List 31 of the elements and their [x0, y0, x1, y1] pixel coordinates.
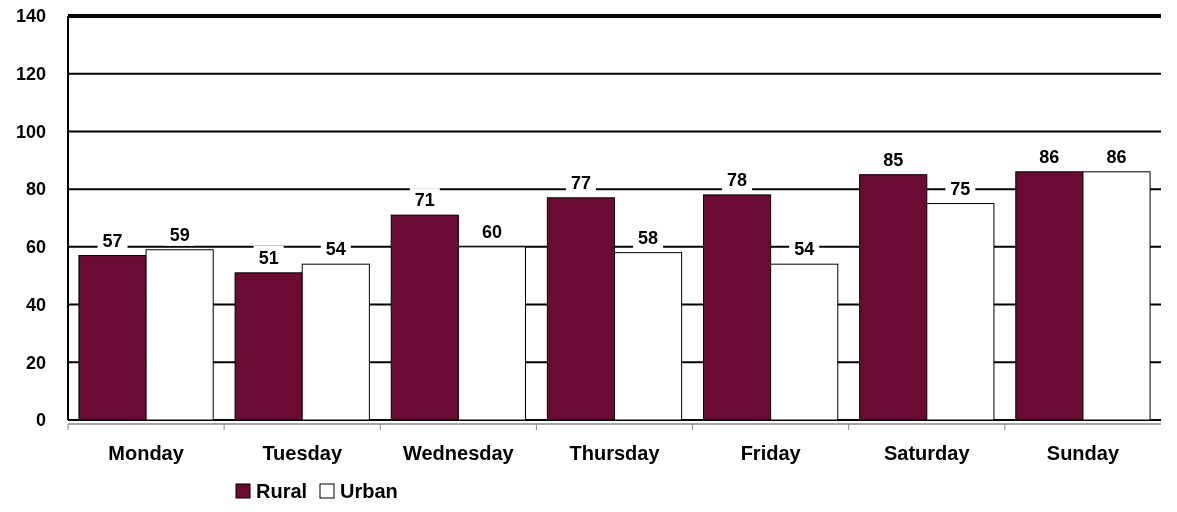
data-label: 78 — [727, 169, 748, 190]
data-label: 75 — [950, 178, 971, 199]
y-tick-label: 100 — [15, 121, 46, 142]
legend-label: Urban — [340, 480, 398, 502]
data-label: 85 — [883, 149, 904, 170]
x-tick-label: Sunday — [1046, 442, 1120, 464]
y-tick-label: 20 — [25, 352, 46, 373]
data-label: 86 — [1106, 146, 1127, 167]
data-label: 58 — [638, 227, 659, 248]
x-tick-label: Friday — [740, 442, 802, 464]
x-tick-label: Monday — [108, 442, 185, 464]
y-tick-label: 0 — [35, 410, 46, 431]
data-label: 86 — [1039, 146, 1060, 167]
x-tick-label: Wednesday — [402, 442, 515, 464]
data-label: 51 — [258, 247, 279, 268]
y-tick-label: 80 — [25, 179, 46, 200]
data-label: 77 — [570, 172, 591, 193]
y-tick-label: 40 — [25, 294, 46, 315]
data-label: 57 — [102, 230, 123, 251]
y-tick-label: 60 — [25, 237, 46, 258]
x-tick-label: Tuesday — [262, 442, 343, 464]
data-label: 54 — [794, 239, 815, 260]
legend-label: Rural — [256, 480, 308, 502]
y-tick-label: 120 — [15, 64, 46, 85]
data-label: 54 — [325, 239, 346, 260]
y-tick-label: 140 — [15, 6, 46, 27]
x-tick-label: Saturday — [883, 442, 971, 464]
data-label: 59 — [169, 224, 190, 245]
data-label: 60 — [481, 221, 502, 242]
x-tick-label: Thursday — [569, 442, 661, 464]
data-label: 71 — [414, 190, 435, 211]
